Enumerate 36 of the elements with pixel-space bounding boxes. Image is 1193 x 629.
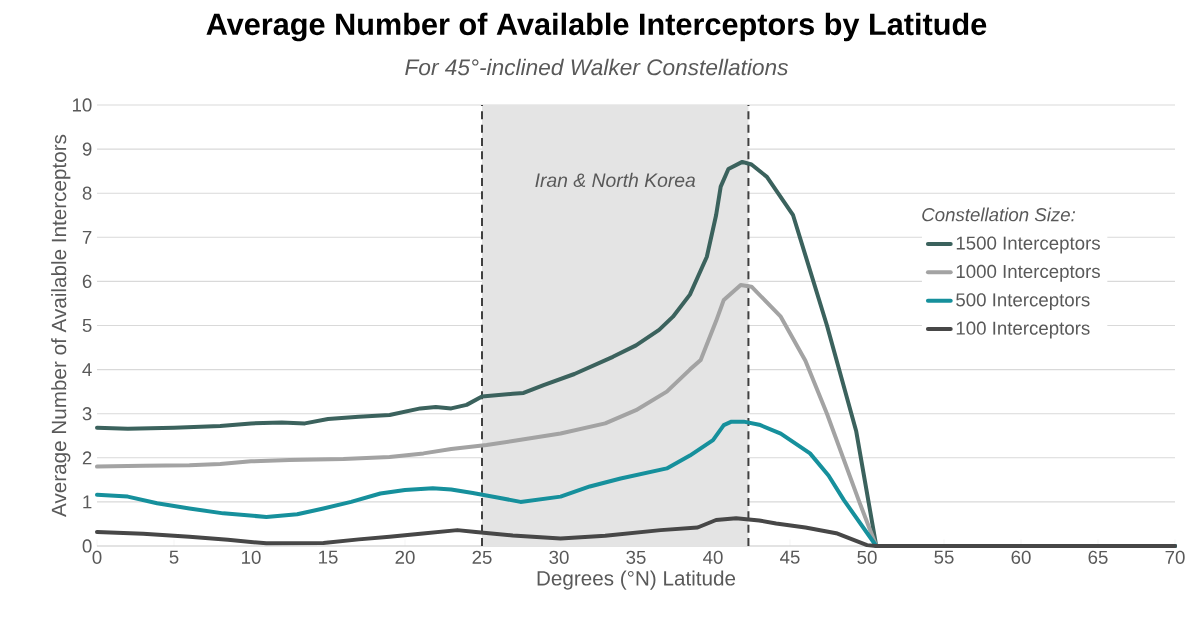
x-tick-label: 40 xyxy=(703,550,723,564)
band-label: Iran & North Korea xyxy=(535,172,696,188)
legend-label: 1000 Interceptors xyxy=(956,264,1100,282)
y-tick-label: 0 xyxy=(82,539,92,553)
x-tick-label: 5 xyxy=(169,550,179,564)
x-tick-label: 15 xyxy=(319,550,338,564)
y-tick-label: 8 xyxy=(82,186,92,200)
y-tick-label: 3 xyxy=(82,407,92,421)
y-tick-label: 4 xyxy=(82,363,92,377)
x-axis-title: Degrees (°N) Latitude xyxy=(537,570,736,590)
legend-label: 1500 Interceptors xyxy=(956,236,1100,254)
y-tick-label: 7 xyxy=(82,230,92,244)
x-tick-label: 30 xyxy=(549,550,569,564)
legend-label: 100 Interceptors xyxy=(956,321,1090,339)
y-tick-label: 5 xyxy=(82,318,92,333)
y-tick-label: 6 xyxy=(82,274,92,289)
y-tick-label: 1 xyxy=(83,495,92,509)
x-tick-label: 10 xyxy=(242,550,261,564)
x-tick-label: 45 xyxy=(780,550,800,564)
x-tick-label: 65 xyxy=(1088,550,1108,564)
x-tick-label: 0 xyxy=(92,550,102,564)
x-tick-label: 55 xyxy=(934,550,954,564)
x-tick-label: 20 xyxy=(395,550,415,564)
legend-title: Constellation Size: xyxy=(922,207,1076,222)
y-axis-title: Average Number of Available Interceptors xyxy=(51,134,71,517)
y-tick-label: 9 xyxy=(82,142,92,156)
x-tick-label: 70 xyxy=(1165,550,1185,564)
chart-subtitle: For 45°-inclined Walker Constellations xyxy=(405,58,789,76)
y-tick-label: 10 xyxy=(72,98,92,112)
y-tick-label: 2 xyxy=(82,451,92,465)
x-tick-label: 50 xyxy=(857,550,877,564)
legend-label: 500 Interceptors xyxy=(956,293,1090,311)
chart-title: Average Number of Available Interceptors by Latitude xyxy=(206,12,987,42)
x-tick-label: 25 xyxy=(472,550,492,564)
x-tick-label: 35 xyxy=(626,550,646,564)
x-tick-label: 60 xyxy=(1011,550,1031,564)
